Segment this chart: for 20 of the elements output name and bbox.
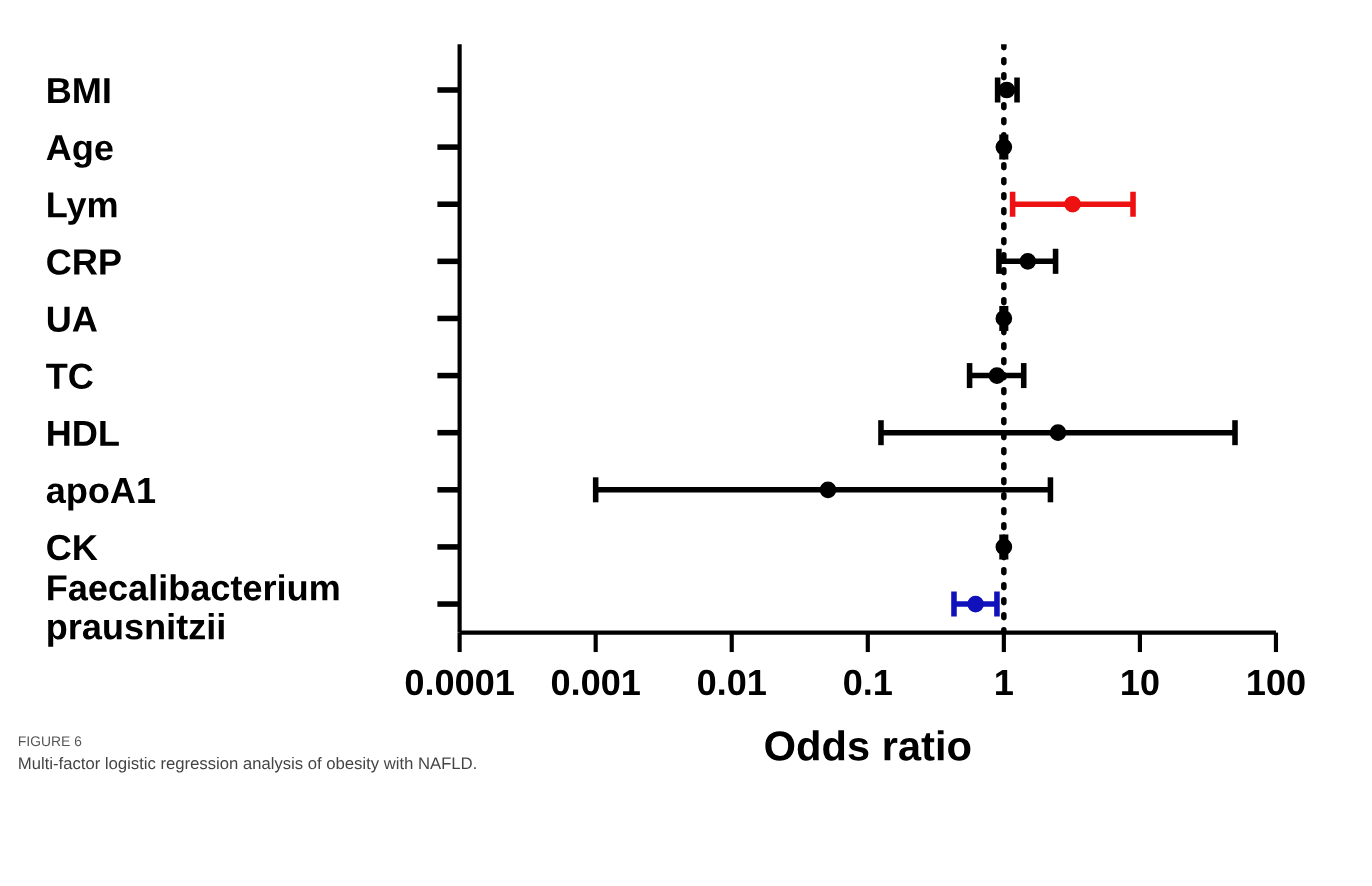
x-axis-title: Odds ratio (765, 730, 971, 761)
x-tick-label: 100 (1248, 669, 1305, 696)
x-tick-label: 1 (996, 670, 1013, 695)
y-tick-label: HDL (48, 420, 119, 446)
x-tick-label: 0.0001 (405, 669, 514, 696)
x-tick-label: 0.1 (844, 669, 892, 696)
y-tick-label: CK (47, 534, 98, 561)
y-tick-label: Age (46, 135, 113, 168)
y-tick-label: Lym (48, 192, 117, 225)
y-tick-label: CRP (47, 249, 121, 275)
text: Multi-factor logistic regression analysis of obesity with NAFLD. (19, 756, 476, 773)
y-tick-label: BMI (48, 78, 110, 104)
y-tick-label: TC (46, 363, 93, 390)
caption: FIGURE 6 (18, 736, 82, 747)
x-tick-label: 10 (1122, 669, 1159, 696)
y-tick-label: UA (47, 306, 97, 332)
x-tick-label: 0.01 (698, 669, 766, 696)
y-tick-label: Faecalibacterium prausnitzii (48, 574, 339, 647)
x-tick-label: 0.001 (551, 669, 640, 696)
y-tick-label: apoA1 (46, 478, 156, 511)
